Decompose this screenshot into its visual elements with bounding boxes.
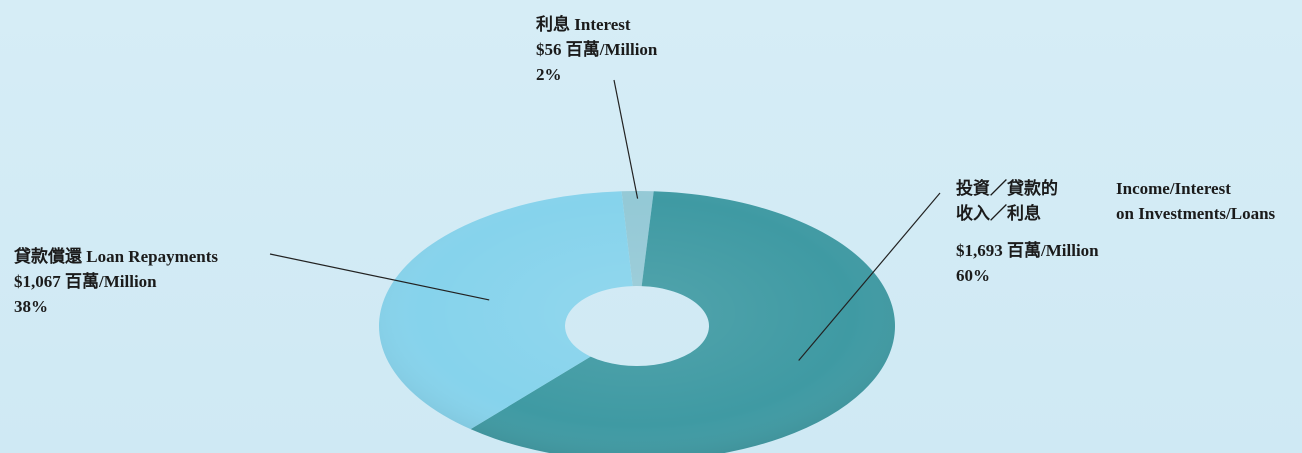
loan-amount: $1,067 百萬/Million xyxy=(14,272,157,291)
leader-lines xyxy=(269,79,941,361)
income-percent: 60% xyxy=(956,266,990,285)
income-values: $1,693 百萬/Million 60% xyxy=(956,238,1099,288)
loan-percent: 38% xyxy=(14,297,48,316)
income-amount: $1,693 百萬/Million xyxy=(956,241,1099,260)
income-leader-line xyxy=(798,192,941,361)
income-name-zh-line2: 收入／利息 xyxy=(956,204,1041,223)
interest-label: 利息 Interest $56 百萬/Million 2% xyxy=(536,12,657,87)
income-name-en-line1: Income/Interest xyxy=(1116,179,1231,198)
income-name-en-line2: on Investments/Loans xyxy=(1116,204,1276,223)
slices-group xyxy=(379,191,895,453)
loan-leader-line xyxy=(269,253,490,301)
interest-amount: $56 百萬/Million xyxy=(536,40,658,59)
income-name-zh-line1: 投資／貸款的 xyxy=(956,179,1058,198)
loan-label: 貸款償還 Loan Repayments $1,067 百萬/Million 3… xyxy=(14,244,218,319)
loan-name: 貸款償還 Loan Repayments xyxy=(14,247,219,266)
interest-leader-line xyxy=(613,79,639,199)
interest-percent: 2% xyxy=(536,65,562,84)
ring-shading xyxy=(379,191,895,453)
income-label-en: Income/Interest on Investments/Loans xyxy=(1116,176,1275,226)
interest-name: 利息 Interest xyxy=(536,15,631,34)
income-label-zh: 投資／貸款的 收入／利息 xyxy=(956,176,1058,226)
